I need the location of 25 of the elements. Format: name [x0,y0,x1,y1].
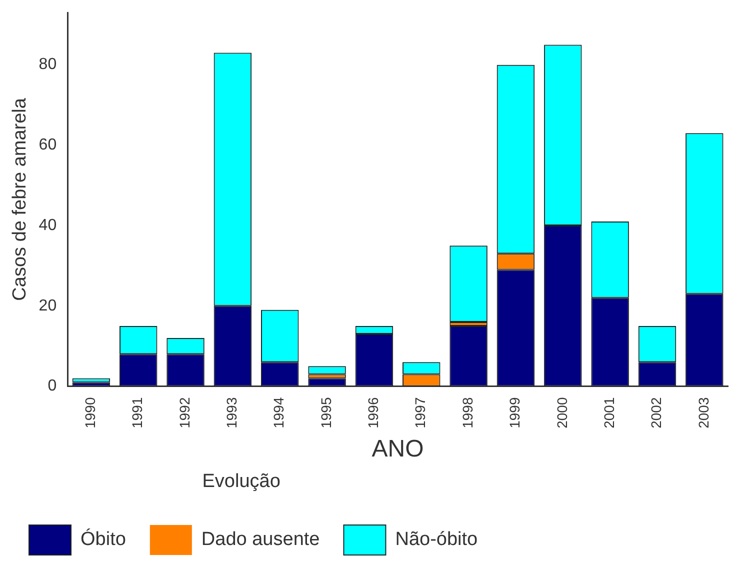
x-tick-label: 1996 [365,397,382,428]
x-tick-label: 2001 [600,397,617,428]
x-tick-label: 1990 [82,397,98,428]
legend-label: Dado ausente [201,529,320,550]
x-tick-label: 1997 [412,397,428,428]
y-tick-label: 60 [38,136,57,154]
x-tick-label: 1995 [318,397,334,428]
x-tick-label: 1998 [459,397,476,428]
x-tick-label: 2003 [695,397,712,428]
x-tick-label: 2002 [648,397,664,428]
y-axis-title: Casos de febre amarela [10,98,31,301]
legend-label: Óbito [80,528,126,550]
y-tick-label: 80 [38,56,57,74]
x-tick-label: 1999 [506,397,523,428]
x-tick-label: 1991 [129,397,146,428]
y-tick-label: 20 [38,297,57,314]
legend-label: Não-óbito [395,529,478,550]
y-tick-label: 40 [38,216,57,234]
legend-title: Evolução [202,470,280,492]
x-axis-title: ANO [372,435,424,462]
y-tick-label: 0 [48,378,57,395]
x-tick-label: 1994 [270,397,287,428]
x-tick-label: 1993 [224,397,240,428]
x-tick-label: 1992 [176,397,192,428]
x-tick-label: 2000 [554,397,570,428]
